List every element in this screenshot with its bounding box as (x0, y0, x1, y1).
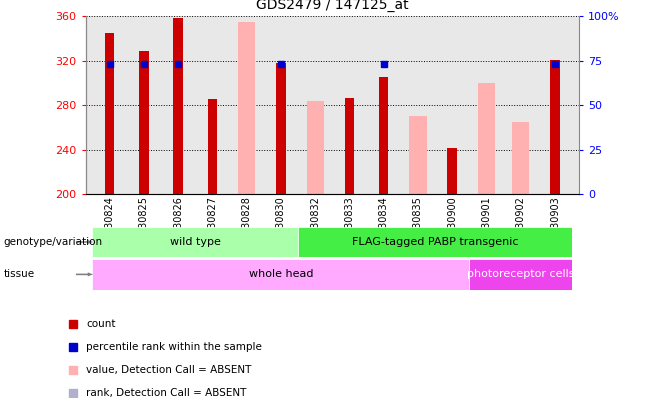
Text: tissue: tissue (3, 269, 34, 279)
Text: count: count (86, 319, 116, 329)
Bar (345, 98, 354, 194)
Bar (512, 122, 529, 194)
Bar (207, 98, 217, 194)
Bar (379, 77, 388, 194)
Bar (298, 227, 572, 257)
Bar (173, 18, 183, 194)
Bar (469, 259, 572, 290)
Text: genotype/variation: genotype/variation (3, 237, 103, 247)
Text: whole head: whole head (249, 269, 313, 279)
Bar (238, 22, 255, 194)
Bar (276, 63, 286, 194)
Bar (139, 51, 149, 194)
Bar (92, 227, 298, 257)
Text: wild type: wild type (170, 237, 220, 247)
Title: GDS2479 / 147125_at: GDS2479 / 147125_at (256, 0, 409, 13)
Text: percentile rank within the sample: percentile rank within the sample (86, 342, 262, 352)
Bar (447, 147, 457, 194)
Bar (92, 259, 469, 290)
Text: value, Detection Call = ABSENT: value, Detection Call = ABSENT (86, 365, 251, 375)
Text: rank, Detection Call = ABSENT: rank, Detection Call = ABSENT (86, 388, 247, 399)
Text: FLAG-tagged PABP transgenic: FLAG-tagged PABP transgenic (352, 237, 519, 247)
Text: photoreceptor cells: photoreceptor cells (467, 269, 574, 279)
Bar (105, 33, 114, 194)
Bar (409, 116, 426, 194)
Bar (307, 101, 324, 194)
Bar (550, 60, 560, 194)
Bar (478, 83, 495, 194)
